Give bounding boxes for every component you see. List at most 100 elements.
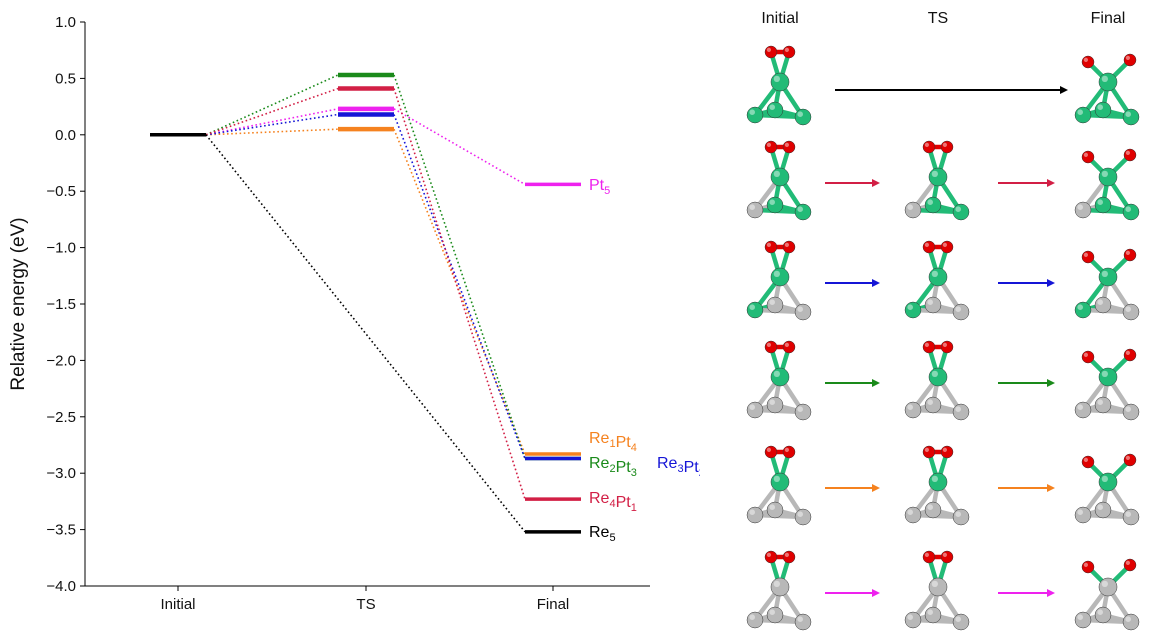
atom xyxy=(770,367,790,387)
panel-header: TS xyxy=(928,10,948,27)
atom-highlight xyxy=(955,616,961,622)
atom-highlight xyxy=(1077,614,1083,620)
atom-highlight xyxy=(784,142,789,147)
y-tick-label: −3.0 xyxy=(46,465,76,482)
atom-highlight xyxy=(773,580,780,587)
atom-highlight xyxy=(769,199,775,205)
atom-highlight xyxy=(1097,299,1103,306)
atom-highlight xyxy=(1077,404,1083,411)
connector-ts-final xyxy=(393,108,526,186)
atom-highlight xyxy=(1101,170,1108,178)
connector-ts-final xyxy=(393,88,526,500)
atom xyxy=(1123,558,1137,572)
atom xyxy=(922,140,936,154)
atom xyxy=(1081,560,1095,574)
atom-highlight xyxy=(1125,150,1130,155)
atom xyxy=(922,340,936,354)
atom xyxy=(922,550,936,564)
y-tick-label: −1.0 xyxy=(46,240,76,257)
atom xyxy=(764,550,778,564)
atom xyxy=(940,140,954,154)
cluster xyxy=(1074,148,1140,221)
cluster xyxy=(746,340,812,421)
panel-header: Initial xyxy=(761,10,798,27)
atom-highlight xyxy=(797,111,803,117)
atom-highlight xyxy=(942,552,947,558)
atom-highlight xyxy=(931,580,938,587)
arrow-head xyxy=(872,484,880,492)
atom xyxy=(766,501,784,519)
atom-highlight xyxy=(942,342,947,347)
atom xyxy=(1122,613,1140,631)
atom xyxy=(1098,472,1118,492)
atom-highlight xyxy=(797,511,803,517)
atom-highlight xyxy=(1125,455,1130,460)
atom-highlight xyxy=(1125,206,1131,212)
atom-highlight xyxy=(907,404,913,411)
atom-highlight xyxy=(749,109,755,115)
atom xyxy=(952,403,970,421)
atom-highlight xyxy=(766,552,771,558)
arrow-head xyxy=(1047,589,1055,597)
atom-highlight xyxy=(769,104,775,110)
atom-highlight xyxy=(924,142,929,147)
atom xyxy=(1094,501,1112,519)
atom-highlight xyxy=(924,342,929,347)
atom xyxy=(940,550,954,564)
atom-highlight xyxy=(766,47,771,53)
cluster xyxy=(746,45,812,126)
atom-highlight xyxy=(927,609,933,615)
atom-highlight xyxy=(955,206,961,212)
atom xyxy=(1081,455,1095,469)
atom-highlight xyxy=(1083,252,1088,257)
series-label: Re2Pt3 xyxy=(589,455,637,479)
atom xyxy=(766,606,784,624)
atom xyxy=(904,506,922,524)
atom xyxy=(794,403,812,421)
atom xyxy=(922,445,936,459)
atom-highlight xyxy=(907,614,913,620)
atom xyxy=(782,445,796,459)
atom-highlight xyxy=(1097,399,1103,406)
column-headers: Initial TS Final xyxy=(761,10,1125,27)
y-tick-label: 1.0 xyxy=(55,14,76,31)
atom xyxy=(1081,55,1095,69)
atom xyxy=(746,106,764,124)
atom xyxy=(904,611,922,629)
atom-highlight xyxy=(1101,580,1108,587)
atom-highlight xyxy=(1077,509,1083,515)
arrow-head xyxy=(1060,86,1068,94)
connector-initial-ts xyxy=(205,74,339,136)
atom xyxy=(770,472,790,492)
atom xyxy=(1094,296,1112,314)
atom xyxy=(1098,367,1118,387)
atom xyxy=(764,140,778,154)
atom xyxy=(928,267,948,287)
atom-highlight xyxy=(955,511,961,517)
structure-rows xyxy=(746,45,1140,631)
reaction-arrow xyxy=(825,279,880,287)
atom-highlight xyxy=(931,475,938,482)
atom-highlight xyxy=(927,299,933,306)
atom xyxy=(1074,106,1092,124)
atom xyxy=(766,296,784,314)
arrow-head xyxy=(872,179,880,187)
atom-highlight xyxy=(942,447,947,452)
cluster xyxy=(746,445,812,526)
arrow-head xyxy=(872,279,880,287)
reaction-arrow xyxy=(998,279,1055,287)
energy-levels xyxy=(150,72,581,534)
atom xyxy=(782,45,796,59)
atom-highlight xyxy=(1077,304,1083,311)
atom xyxy=(1122,508,1140,526)
atom-highlight xyxy=(931,370,938,377)
cluster xyxy=(904,340,970,421)
y-tick-label: −2.5 xyxy=(46,409,76,426)
atom-highlight xyxy=(1097,504,1103,511)
atom xyxy=(904,301,922,319)
arrow-head xyxy=(1047,484,1055,492)
atom-highlight xyxy=(1101,370,1108,377)
atom-highlight xyxy=(749,509,755,515)
atom-highlight xyxy=(784,342,789,347)
atom-highlight xyxy=(773,475,780,482)
